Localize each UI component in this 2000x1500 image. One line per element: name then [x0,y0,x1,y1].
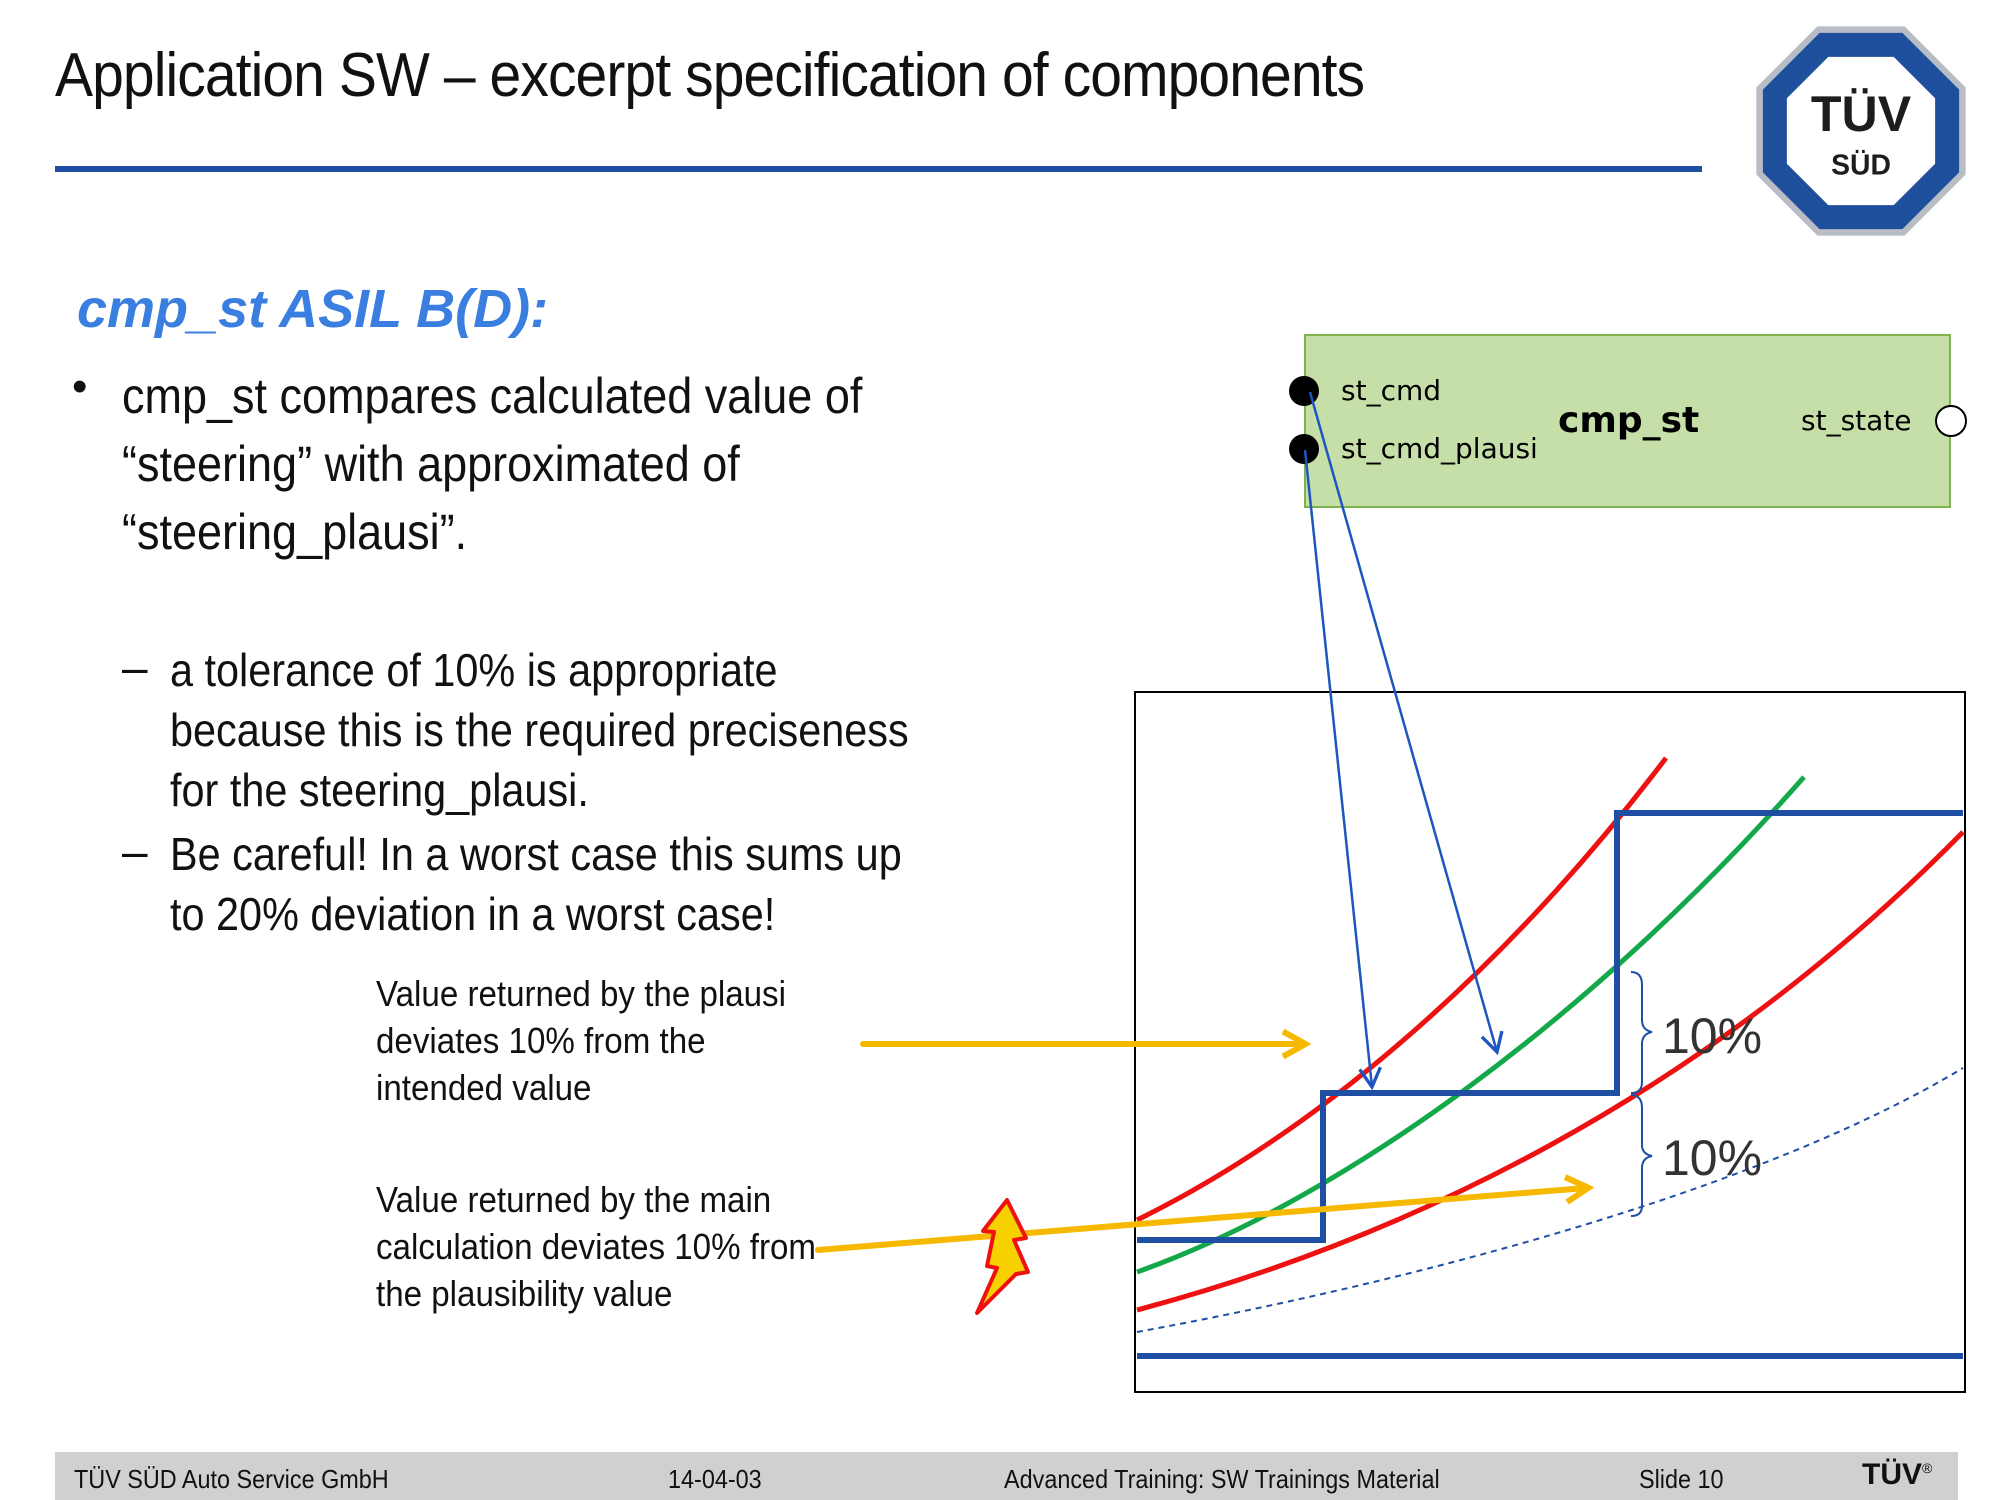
input-port-st-cmd-plausi [1289,434,1319,464]
tolerance-brace-upper [1630,971,1653,1094]
title-divider [55,166,1702,172]
dash-marker: – [122,641,148,693]
tolerance-label-upper: 10% [1662,1008,1762,1064]
callout-main-deviation: Value returned by the main calculation d… [376,1179,816,1314]
port-label-st-cmd: st_cmd [1341,374,1441,407]
footer-logo-text: TÜV [1862,1458,1922,1491]
tuv-sud-logo: TÜV SÜD [1756,26,1966,236]
callout-plausi-deviation: Value returned by the plausi deviates 10… [376,973,786,1108]
port-label-st-state: st_state [1801,404,1912,437]
input-port-st-cmd [1289,376,1319,406]
arrow-main-deviation [815,1188,1586,1253]
sub-bullet-warning: Be careful! In a worst case this sums up… [170,828,902,940]
footer-logo-mark: ® [1922,1460,1933,1476]
lower-tolerance-curve [1136,830,1965,1313]
output-port-st-state [1935,405,1967,437]
footer-bar [55,1452,1958,1500]
slide-title: Application SW – excerpt specification o… [55,41,1365,110]
footer-slide-number: Slide 10 [1639,1464,1724,1494]
upper-tolerance-curve [1135,756,1668,1223]
bullet-text: cmp_st compares calculated value of “ste… [122,368,863,560]
component-block [1304,334,1951,508]
lower-reference-curve [1136,1067,1964,1333]
dash-marker: – [122,825,148,877]
footer-course: Advanced Training: SW Trainings Material [1004,1464,1440,1494]
component-heading: cmp_st ASIL B(D): [77,279,549,339]
logo-text-top: TÜV [1811,86,1912,142]
footer-logo: TÜV® [1862,1458,1932,1492]
footer-date: 14-04-03 [668,1464,762,1494]
step-threshold-line [1137,810,1963,1243]
lightning-warning-icon [975,1198,1030,1315]
footer-company: TÜV SÜD Auto Service GmbH [74,1464,389,1494]
link-plausi-to-curve [1303,449,1382,1091]
logo-text-bottom: SÜD [1831,150,1891,182]
component-name: cmp_st [1558,400,1699,441]
nominal-curve [1136,775,1806,1275]
tolerance-brace-lower [1630,1094,1653,1217]
tolerance-label-lower: 10% [1662,1130,1762,1186]
sub-bullet-tolerance: a tolerance of 10% is appropriate becaus… [170,644,909,816]
link-cmd-to-curve [1308,391,1504,1056]
bullet-marker: • [72,362,88,411]
port-label-st-cmd-plausi: st_cmd_plausi [1341,432,1538,465]
